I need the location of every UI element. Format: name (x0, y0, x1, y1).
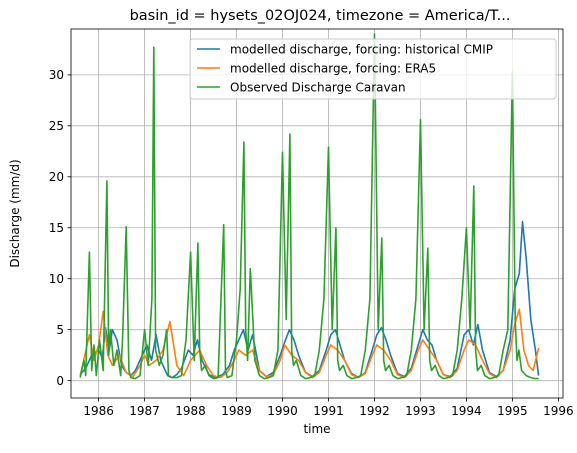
x-tick-label: 1992 (359, 404, 390, 418)
series-line-1 (79, 220, 540, 379)
x-tick-label: 1996 (543, 404, 574, 418)
x-tick-label: 1990 (267, 404, 298, 418)
x-axis-label: time (303, 422, 330, 436)
x-tick-label: 1989 (221, 404, 252, 418)
y-tick-label: 30 (49, 68, 64, 82)
series-layer (79, 33, 540, 380)
x-tick-label: 1994 (451, 404, 482, 418)
y-tick-label: 20 (49, 170, 64, 184)
chart-title: basin_id = hysets_02OJ024, timezone = Am… (130, 8, 511, 24)
x-tick-label: 1991 (313, 404, 344, 418)
legend-box (189, 38, 557, 100)
y-tick-label: 0 (56, 374, 64, 388)
x-tick-label: 1993 (405, 404, 436, 418)
series-line-2 (79, 308, 540, 379)
legend-label: modelled discharge, forcing: historical … (230, 42, 493, 56)
y-tick-label: 25 (49, 119, 64, 133)
y-tick-label: 5 (56, 323, 64, 337)
x-tick-label: 1988 (175, 404, 206, 418)
y-tick-label: 10 (49, 272, 64, 286)
y-axis-label: Discharge (mm/d) (8, 159, 22, 267)
y-tick-label: 15 (49, 221, 64, 235)
legend-entries: modelled discharge, forcing: historical … (197, 42, 493, 94)
series-line-3 (79, 33, 539, 380)
x-tick-label: 1986 (83, 404, 114, 418)
tick-layer: 1986 1987 1988 1989 1990 1991 1992 1993 1994 1995… (49, 68, 574, 418)
plot-frame (70, 28, 564, 399)
legend-label: modelled discharge, forcing: ERA5 (230, 61, 436, 75)
x-tick-label: 1995 (497, 404, 528, 418)
legend: modelled discharge, forcing: historical … (189, 38, 557, 100)
x-tick-label: 1987 (129, 404, 160, 418)
legend-label: Observed Discharge Caravan (230, 80, 406, 94)
